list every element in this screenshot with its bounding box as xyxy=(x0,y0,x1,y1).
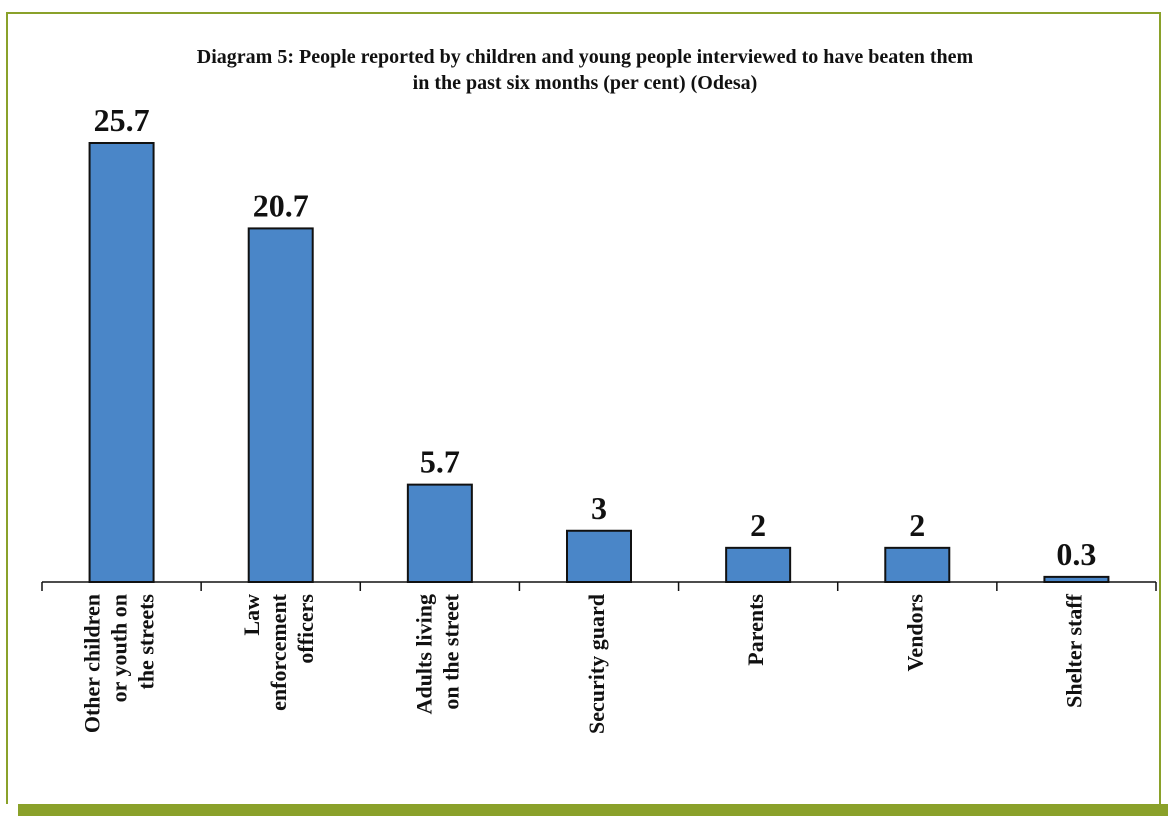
category-label-line: Other children xyxy=(80,594,105,733)
category-label: Adults living on the street xyxy=(411,593,463,714)
bar-value-label: 20.7 xyxy=(253,187,309,223)
bar xyxy=(247,227,314,583)
value-labels: 25.7 20.7 5.7 3 2 2 0.3 xyxy=(94,102,1097,572)
bar xyxy=(88,142,155,583)
category-label-line: Vendors xyxy=(902,594,927,672)
category-label: Security guard xyxy=(584,594,609,734)
bar xyxy=(884,546,951,583)
category-label: Vendors xyxy=(902,594,927,672)
category-label-line: Law xyxy=(239,594,264,636)
category-label: Law enforcement officers xyxy=(239,593,318,711)
bar xyxy=(725,546,792,583)
category-label-line: Security guard xyxy=(584,594,609,734)
bar xyxy=(1043,575,1110,584)
bar xyxy=(406,483,473,584)
x-axis-ticks xyxy=(41,582,1157,591)
category-label-line: or youth on xyxy=(107,594,132,702)
category-label-line: Adults living xyxy=(411,594,436,714)
category-label: Parents xyxy=(743,594,768,666)
chart-frame xyxy=(6,12,1161,804)
category-label-line: enforcement xyxy=(266,593,291,711)
category-label-line: Parents xyxy=(743,594,768,666)
category-label-line: the streets xyxy=(134,594,159,690)
frame-bottom-bar xyxy=(18,804,1168,816)
category-label-line: Shelter staff xyxy=(1061,593,1086,708)
bar-value-label: 2 xyxy=(909,507,925,543)
bar xyxy=(566,529,632,584)
bar-value-label: 0.3 xyxy=(1056,536,1096,572)
bar-value-label: 5.7 xyxy=(420,444,460,480)
chart-title: Diagram 5: People reported by children a… xyxy=(196,46,974,94)
category-label: Shelter staff xyxy=(1061,593,1086,708)
category-label: Other children or youth on the streets xyxy=(80,594,159,734)
category-label-line: on the street xyxy=(438,593,463,709)
category-label-line: officers xyxy=(293,594,318,664)
bar-value-label: 25.7 xyxy=(94,102,150,138)
bar-value-label: 2 xyxy=(750,507,766,543)
bars xyxy=(88,142,1110,584)
bar-value-label: 3 xyxy=(591,490,607,526)
category-labels: Other children or youth on the streets Law e… xyxy=(80,593,1087,734)
